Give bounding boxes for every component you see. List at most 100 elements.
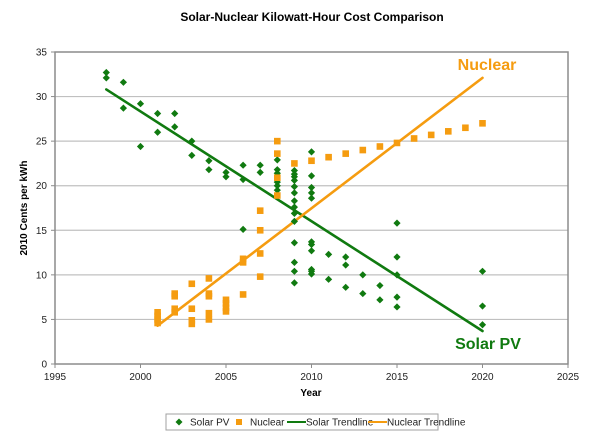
legend-label-nuclear-trendline: Nuclear Trendline (387, 418, 466, 429)
solar-pv-point (290, 267, 298, 275)
solar-pv-point (188, 151, 196, 160)
solar-pv-point (273, 182, 281, 190)
solar-pv-point (205, 157, 213, 165)
solar-pv-point (290, 203, 298, 211)
solar-pv-point (290, 183, 298, 191)
solar-pv-point (222, 168, 230, 176)
solar-pv-point (290, 189, 298, 197)
nuclear-point (410, 135, 418, 142)
nuclear-point (171, 292, 178, 300)
solar-pv-point (325, 275, 333, 283)
nuclear-point (188, 317, 196, 324)
nuclear-point (462, 124, 469, 132)
solar-annotation: Solar PV (455, 336, 521, 353)
solar-pv-point (171, 123, 179, 131)
solar-pv-point (239, 225, 247, 233)
nuclear-point (359, 146, 367, 154)
y-tick-label: 35 (36, 48, 48, 59)
nuclear-point (154, 319, 161, 327)
solar-pv-point (119, 78, 127, 86)
nuclear-point (188, 305, 196, 313)
solar-pv-point (239, 175, 247, 184)
solar-pv-point (136, 100, 145, 108)
solar-pv-point (256, 161, 264, 169)
solar-pv-point (290, 217, 298, 225)
x-axis-ticks: 1995 2000 2005 2010 2015 2020 2025 (44, 364, 580, 383)
nuclear-point (376, 143, 384, 150)
x-tick-label: 1995 (44, 372, 67, 383)
nuclear-point (239, 255, 247, 263)
nuclear-point (188, 320, 196, 328)
solar-pv-point (307, 240, 316, 249)
nuclear-point (274, 150, 281, 157)
solar-pv-point (393, 303, 401, 311)
nuclear-point (427, 131, 435, 139)
nuclear-point (205, 292, 213, 300)
solar-pv-point (393, 271, 401, 279)
nuclear-point (205, 309, 213, 317)
y-tick-label: 25 (36, 137, 48, 148)
data-points (102, 68, 487, 329)
nuclear-point (154, 312, 161, 320)
legend-diamond-marker (175, 418, 183, 426)
solar-pv-point (102, 74, 110, 82)
solar-pv-point (205, 166, 213, 174)
nuclear-point (256, 250, 264, 257)
solar-pv-point (290, 197, 298, 205)
solar-pv-point (290, 279, 298, 287)
solar-pv-point (478, 302, 487, 310)
nuclear-point (325, 153, 332, 161)
nuclear-point (205, 316, 213, 323)
y-axis-ticks: 0 5 10 15 20 25 30 35 (36, 48, 55, 371)
nuclear-point (291, 160, 298, 167)
nuclear-point (154, 316, 161, 323)
solar-pv-point (273, 156, 281, 164)
nuclear-point (256, 226, 264, 234)
legend-item-solar-pv: Solar PV (175, 418, 230, 429)
solar-pv-point (307, 270, 316, 278)
x-tick-label: 2010 (300, 372, 323, 383)
solar-pv-point (307, 148, 316, 156)
nuclear-point (479, 120, 486, 127)
legend-item-nuclear: Nuclear (236, 418, 285, 429)
x-tick-label: 2025 (557, 372, 580, 383)
nuclear-point (342, 150, 349, 157)
nuclear-point (308, 157, 315, 165)
solar-pv-point (136, 142, 145, 151)
solar-pv-point (154, 109, 162, 118)
legend-item-solar-trendline: Solar Trendline (287, 418, 374, 429)
solar-pv-point (273, 186, 281, 194)
chart-title: Solar-Nuclear Kilowatt-Hour Cost Compari… (180, 10, 443, 24)
solar-pv-point (307, 247, 316, 255)
solar-pv-point (342, 261, 350, 269)
solar-pv-point (290, 239, 298, 247)
nuclear-point (274, 137, 281, 145)
solar-pv-point (307, 194, 316, 202)
solar-pv-point (239, 161, 247, 169)
nuclear-point (274, 174, 281, 181)
solar-pv-point (290, 258, 298, 266)
y-tick-label: 0 (41, 360, 47, 371)
legend-label-solar-trendline: Solar Trendline (306, 418, 374, 429)
nuclear-annotation: Nuclear (458, 57, 517, 74)
nuclear-point (256, 273, 264, 280)
nuclear-point (171, 305, 178, 313)
y-tick-label: 5 (41, 315, 47, 326)
nuclear-trendline (156, 76, 484, 327)
nuclear-point (222, 296, 230, 304)
solar-pv-point (256, 168, 264, 176)
solar-pv-point (171, 109, 179, 118)
nuclear-point (274, 192, 281, 199)
nuclear-point (239, 259, 247, 266)
solar-pv-point (290, 209, 298, 217)
legend: Solar PV Nuclear Solar Trendline Nuclear… (165, 413, 466, 431)
nuclear-point (188, 280, 196, 288)
solar-pv-point (307, 183, 316, 192)
nuclear-point (445, 128, 452, 135)
solar-pv-point (119, 104, 127, 112)
legend-item-nuclear-trendline: Nuclear Trendline (368, 418, 466, 429)
legend-square-marker (236, 419, 242, 425)
solar-pv-point (359, 271, 367, 279)
nuclear-point (222, 308, 230, 315)
